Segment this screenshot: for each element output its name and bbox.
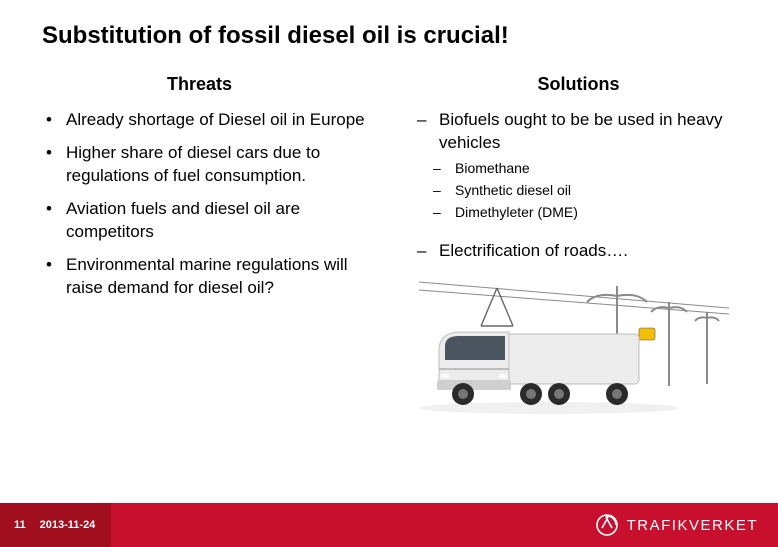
solutions-list: Biofuels ought to be be used in heavy ve… bbox=[409, 109, 748, 155]
solutions-sublist: Biomethane Synthetic diesel oil Dimethyl… bbox=[425, 159, 748, 222]
solutions-column: Solutions Biofuels ought to be be used i… bbox=[389, 74, 748, 418]
trafikverket-icon bbox=[595, 513, 619, 537]
brand-logo: TRAFIKVERKET bbox=[595, 513, 758, 537]
footer-brand-bar: TRAFIKVERKET bbox=[111, 503, 778, 547]
slide-footer: 11 2013-11-24 TRAFIKVERKET bbox=[0, 503, 778, 547]
threat-item: Environmental marine regulations will ra… bbox=[42, 254, 369, 300]
footer-meta: 11 2013-11-24 bbox=[0, 503, 111, 547]
threats-heading: Threats bbox=[30, 74, 369, 95]
slide-title: Substitution of fossil diesel oil is cru… bbox=[0, 0, 778, 50]
solutions-heading: Solutions bbox=[409, 74, 748, 95]
content-area: Threats Already shortage of Diesel oil i… bbox=[0, 50, 778, 418]
threats-list: Already shortage of Diesel oil in Europe… bbox=[30, 109, 369, 300]
threat-item: Aviation fuels and diesel oil are compet… bbox=[42, 198, 369, 244]
electric-truck-illustration bbox=[409, 268, 729, 418]
brand-name: TRAFIKVERKET bbox=[627, 517, 758, 534]
solutions-list-2: Electrification of roads…. bbox=[409, 240, 748, 263]
solution-sub-item: Biomethane bbox=[431, 159, 748, 178]
slide-date: 2013-11-24 bbox=[40, 519, 96, 531]
page-number: 11 bbox=[14, 519, 26, 531]
threat-item: Higher share of diesel cars due to regul… bbox=[42, 142, 369, 188]
threat-item: Already shortage of Diesel oil in Europe bbox=[42, 109, 369, 132]
solution-sub-item: Synthetic diesel oil bbox=[431, 181, 748, 200]
solution-lead: Biofuels ought to be be used in heavy ve… bbox=[415, 109, 748, 155]
solution-electrification: Electrification of roads…. bbox=[415, 240, 748, 263]
threats-column: Threats Already shortage of Diesel oil i… bbox=[30, 74, 389, 418]
solution-sub-item: Dimethyleter (DME) bbox=[431, 203, 748, 222]
